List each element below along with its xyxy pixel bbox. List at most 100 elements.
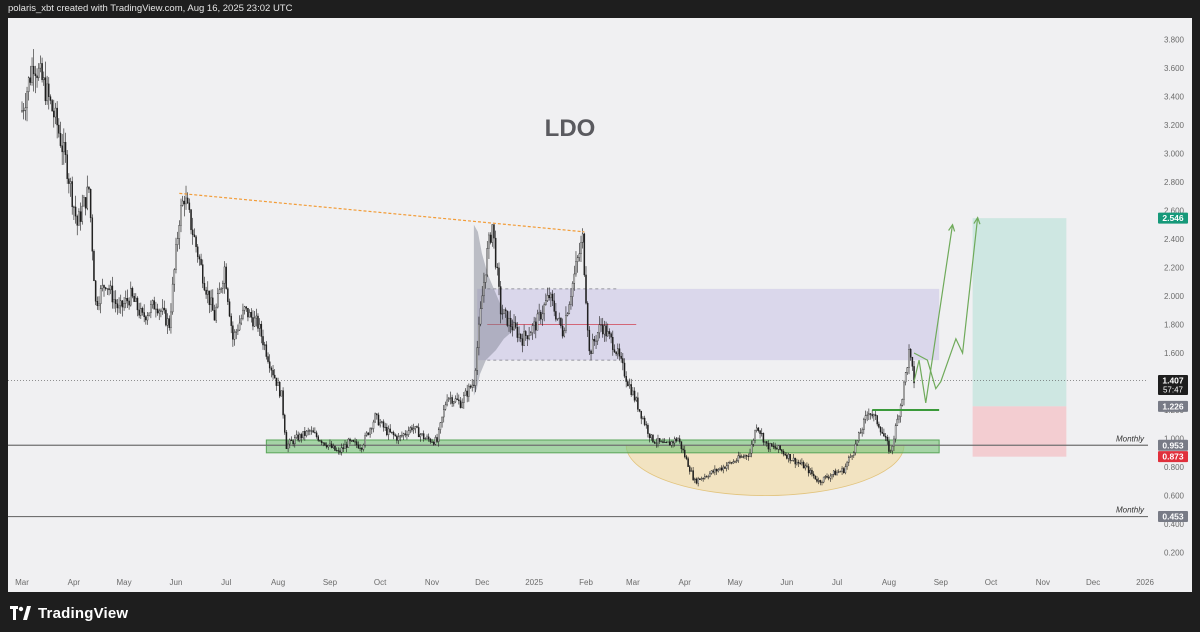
candle-body (642, 417, 644, 419)
candle-body (874, 414, 877, 416)
candle-body (637, 397, 639, 410)
candle-body (64, 142, 67, 155)
candle-body (111, 285, 114, 303)
tradingview-logo[interactable]: TradingView (10, 602, 128, 624)
candle (535, 317, 537, 339)
candle (178, 220, 181, 250)
candle (866, 411, 868, 422)
candle-body (553, 300, 555, 312)
candle (531, 323, 534, 340)
candles-layer (21, 49, 915, 487)
price-tick-label: 1.800 (1164, 321, 1185, 330)
candle-body (402, 433, 405, 436)
candle (864, 410, 867, 424)
candle (757, 427, 760, 433)
time-axis[interactable]: Mar Apr May Jun Jul Aug Sep Oct Nov Dec 2025 Feb Mar… (8, 574, 1192, 592)
candle (496, 263, 499, 276)
candle (712, 469, 714, 474)
candle-body (632, 390, 634, 395)
candle-body (46, 83, 48, 102)
candle-body (879, 427, 882, 433)
candle-body (392, 432, 395, 436)
candle (536, 309, 539, 331)
candle (170, 303, 172, 334)
time-tick-label: Apr (68, 578, 81, 587)
candle (171, 276, 174, 315)
candle-body (590, 350, 592, 354)
candle-body (101, 285, 104, 289)
candle (774, 442, 776, 451)
price-axis[interactable]: 0.2000.4000.6000.8001.0001.2001.4001.600… (1148, 18, 1192, 592)
candle-body (700, 478, 703, 480)
candle-body (210, 297, 212, 306)
candle-body (63, 142, 65, 153)
candle (106, 288, 109, 295)
candle (583, 232, 586, 277)
candle (200, 253, 202, 266)
candle-body (593, 338, 596, 342)
candle (304, 427, 306, 441)
price-tick-label: 2.800 (1164, 178, 1185, 187)
candle (96, 296, 99, 310)
candle (402, 432, 405, 440)
candle-body (476, 347, 478, 371)
candle (443, 404, 445, 423)
candle-body (359, 447, 361, 449)
candle-body (242, 309, 244, 319)
candle-body (265, 344, 268, 357)
price-tick-label: 2.600 (1164, 206, 1185, 215)
candle-body (807, 466, 810, 474)
candle (506, 310, 509, 328)
candle (689, 465, 691, 475)
candle-body (464, 390, 467, 396)
candle-body (119, 300, 122, 307)
candle-body (437, 429, 440, 442)
candle (372, 419, 375, 433)
candle (481, 285, 483, 309)
candle-body (212, 297, 214, 311)
candle (364, 432, 366, 448)
candle-body (118, 305, 120, 309)
candle-body (136, 297, 139, 311)
candle (202, 259, 204, 289)
candle-body (31, 65, 33, 83)
chart-canvas[interactable]: Monthly Monthly LDO 0.200 0.400 0.600 0.800 1… (8, 18, 1192, 592)
candle (287, 440, 289, 453)
candle (804, 463, 807, 471)
candle-body (86, 186, 89, 209)
candle-body (342, 447, 345, 449)
candle-body (848, 457, 850, 463)
price-tick-label: 0.200 (1164, 549, 1185, 558)
candle-body (74, 206, 77, 217)
candle (672, 440, 674, 448)
price-tick-label: 3.400 (1164, 92, 1185, 101)
candle (136, 296, 139, 317)
candle (86, 175, 89, 211)
candle (489, 232, 492, 245)
projection-path (913, 224, 954, 404)
candle (494, 230, 497, 270)
candle-body (854, 443, 857, 453)
candle (325, 442, 328, 449)
candle-body (180, 205, 182, 226)
candle-body (556, 318, 559, 320)
candle-body (891, 445, 894, 452)
candle (355, 439, 358, 449)
candle-body (694, 478, 696, 481)
candle (54, 102, 57, 125)
candle (573, 265, 576, 291)
candle-body (417, 427, 420, 438)
candle (766, 441, 768, 447)
candle-body (799, 462, 801, 465)
candle-body (61, 145, 63, 153)
time-tick-label: Dec (475, 578, 489, 587)
candle-body (697, 478, 699, 484)
candle-body (617, 348, 619, 355)
candle (210, 289, 212, 313)
candle-body (156, 308, 159, 314)
candle (422, 430, 425, 442)
candle-body (250, 312, 253, 318)
candle (131, 286, 134, 299)
candle-body (68, 178, 70, 184)
chart-title: LDO (545, 115, 596, 142)
